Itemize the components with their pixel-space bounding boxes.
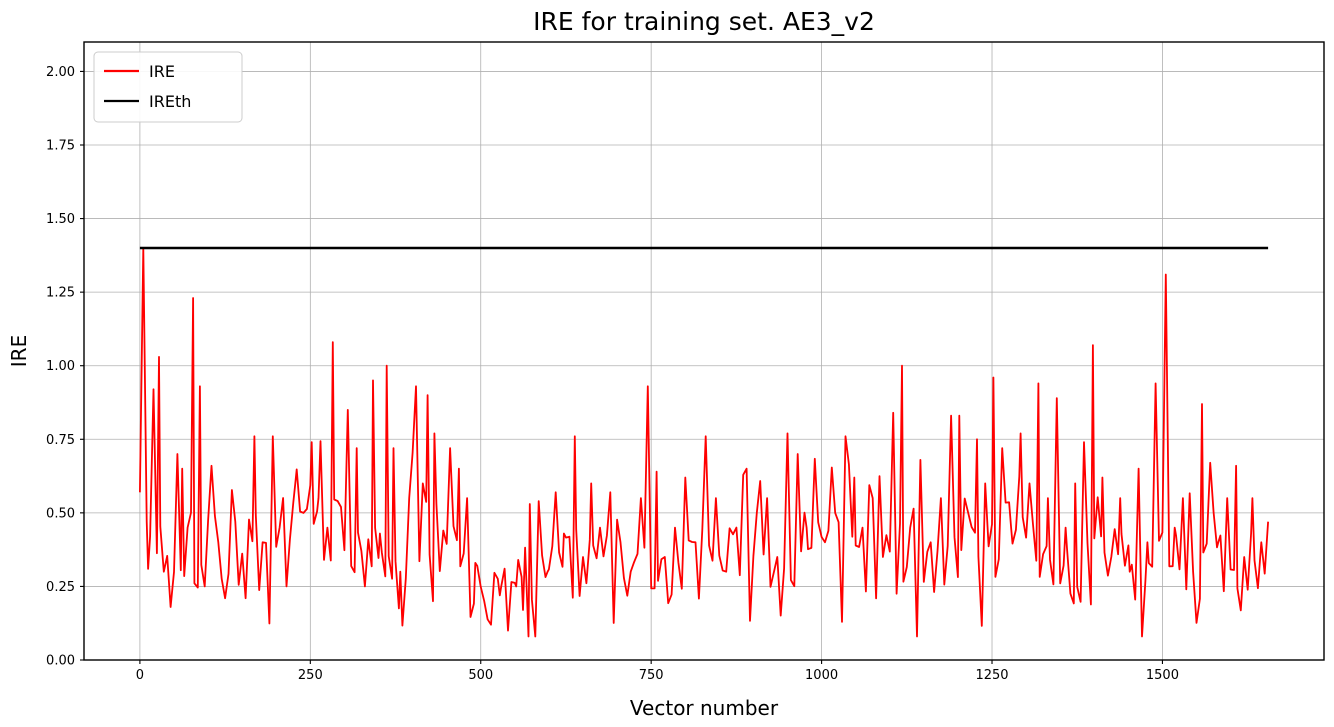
y-tick-label: 1.50 — [46, 212, 75, 227]
y-axis-label: IRE — [7, 335, 31, 367]
legend: IRE IREth — [93, 51, 243, 123]
y-tick-label: 2.00 — [46, 65, 75, 80]
x-tick-label: 1500 — [1146, 668, 1179, 683]
y-tick-label: 1.25 — [46, 286, 75, 301]
y-tick-label: 1.75 — [46, 139, 75, 154]
x-tick-label: 500 — [468, 668, 493, 683]
plot-area: 0.00 0.25 0.50 0.75 1.00 1.25 1.50 1.75 2.00 0 250… — [46, 41, 1325, 683]
ire-line — [139, 247, 1269, 638]
y-tick-label: 0.50 — [46, 506, 75, 521]
y-tick-label: 0.25 — [46, 580, 75, 595]
x-tick-label: 1000 — [805, 668, 838, 683]
y-tick-label: 0.00 — [46, 654, 75, 669]
x-tick-label: 750 — [639, 668, 664, 683]
x-tick-label: 0 — [136, 668, 144, 683]
y-tick-label: 1.00 — [46, 359, 75, 374]
axes-spines — [83, 41, 1325, 661]
x-tick-label: 1250 — [975, 668, 1008, 683]
chart-title: IRE for training set. AE3_v2 — [533, 7, 875, 36]
legend-label-ire: IRE — [149, 62, 175, 81]
legend-box — [93, 51, 243, 123]
legend-label-ireth: IREth — [149, 92, 191, 111]
x-tick-label: 250 — [298, 668, 323, 683]
x-axis-label: Vector number — [630, 696, 779, 720]
y-tick-label: 0.75 — [46, 433, 75, 448]
